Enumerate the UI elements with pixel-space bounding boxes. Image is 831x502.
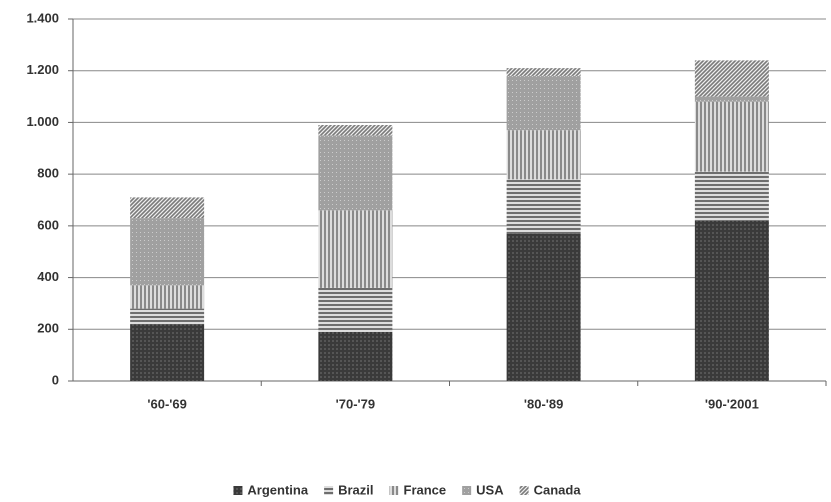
legend-swatch bbox=[233, 486, 243, 495]
bar-segment bbox=[318, 210, 393, 288]
legend-label: Brazil bbox=[338, 482, 373, 497]
bar-segment bbox=[506, 233, 581, 381]
legend-swatch bbox=[462, 486, 472, 495]
bar-segment bbox=[506, 68, 581, 76]
bar-segment bbox=[130, 197, 205, 219]
y-tick-label: 600 bbox=[37, 217, 59, 232]
bar-segment bbox=[694, 171, 769, 221]
bar-segment bbox=[694, 101, 769, 172]
bar-segment bbox=[318, 125, 393, 136]
x-tick-label: '60-'69 bbox=[147, 396, 186, 411]
legend-label: Argentina bbox=[247, 482, 308, 497]
bar-segment bbox=[694, 220, 769, 381]
bar-segment bbox=[318, 331, 393, 381]
y-tick-label: 0 bbox=[52, 372, 59, 387]
bar-segment bbox=[130, 324, 205, 381]
legend-swatch bbox=[389, 486, 399, 495]
legend-label: Canada bbox=[534, 482, 582, 497]
bar-segment bbox=[506, 130, 581, 180]
y-tick-label: 800 bbox=[37, 166, 59, 181]
bar-segment bbox=[694, 60, 769, 97]
legend-label: USA bbox=[476, 482, 504, 497]
x-tick-label: '70-'79 bbox=[336, 396, 375, 411]
bar-segment bbox=[130, 285, 205, 309]
bar-segment bbox=[694, 96, 769, 102]
bar-segment bbox=[130, 308, 205, 325]
x-tick-label: '80-'89 bbox=[524, 396, 563, 411]
y-tick-label: 1.000 bbox=[26, 114, 59, 129]
legend-label: France bbox=[404, 482, 447, 497]
legend-swatch bbox=[519, 486, 529, 495]
bar-segment bbox=[318, 287, 393, 332]
x-tick-label: '90-'2001 bbox=[705, 396, 759, 411]
y-tick-label: 1.200 bbox=[26, 62, 59, 77]
y-tick-label: 400 bbox=[37, 269, 59, 284]
bar-segment bbox=[318, 135, 393, 211]
y-tick-label: 1.400 bbox=[26, 10, 59, 25]
y-tick-label: 200 bbox=[37, 321, 59, 336]
legend-swatch bbox=[324, 486, 334, 495]
bar-segment bbox=[130, 218, 205, 286]
bar-segment bbox=[506, 75, 581, 131]
bar-segment bbox=[506, 179, 581, 234]
